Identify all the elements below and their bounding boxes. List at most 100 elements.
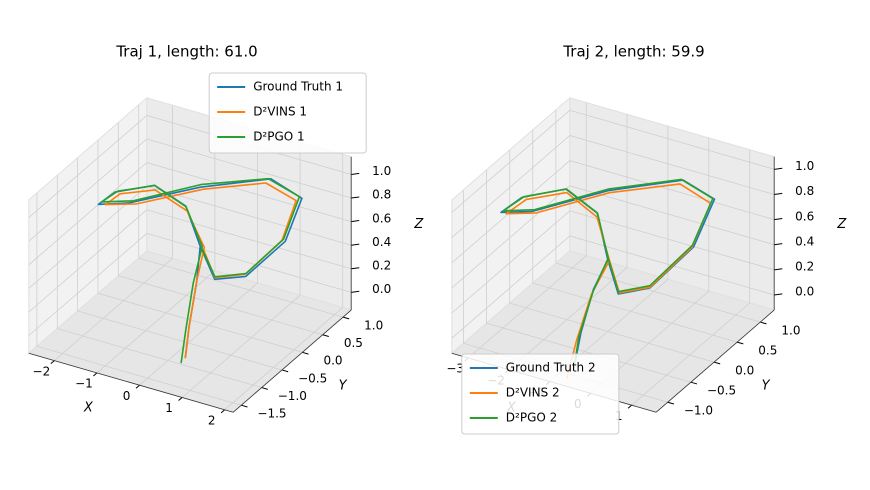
legend: Ground Truth 1 D²VINS 1 D²PGO 1 <box>208 72 367 154</box>
tick-mark <box>351 290 360 293</box>
y-tick-label: 0.0 <box>323 354 342 368</box>
x-tick-label: 1 <box>165 401 173 415</box>
axes-3d: Traj 1, length: 61.0 −2 −1 0 1 2 −1.5 −1.0 −0.5 0… <box>27 43 424 428</box>
tick-mark <box>135 384 140 389</box>
y-axis-label: Y <box>339 378 348 393</box>
tick-mark <box>302 351 309 355</box>
tick-mark <box>342 316 350 320</box>
legend-box <box>208 72 367 154</box>
y-tick-label: 0.5 <box>758 343 777 357</box>
tick-mark <box>220 409 225 414</box>
grid-line <box>549 126 669 382</box>
tick-mark <box>774 293 783 296</box>
y-tick-label: −1.5 <box>257 407 286 421</box>
y-tick-label: 1.0 <box>781 323 800 337</box>
legend-box <box>461 353 620 435</box>
grid-line <box>467 102 587 359</box>
tick-mark <box>774 218 783 221</box>
grid-line <box>451 109 775 213</box>
grid-line <box>486 169 692 383</box>
tick-mark <box>241 404 248 408</box>
x-axis-line <box>28 352 234 413</box>
tick-mark <box>774 192 783 195</box>
legend-label: D²VINS 1 <box>253 105 307 119</box>
tick-mark <box>281 369 289 373</box>
grid-line <box>508 114 628 371</box>
tick-mark <box>351 172 360 175</box>
tick-mark <box>774 268 783 271</box>
y-tick-label: 0.0 <box>735 363 754 377</box>
y-tick-label: 1.0 <box>364 318 383 332</box>
z-tick-label: 0.4 <box>372 235 391 249</box>
z-tick-label: 1.0 <box>372 164 391 178</box>
chart-title: Traj 1, length: 61.0 <box>115 43 257 61</box>
axes-3d: Traj 2, length: 59.9−3−2−101−1.0−0.50.00… <box>446 43 847 435</box>
z-tick-label: 0.4 <box>795 234 814 248</box>
tick-mark <box>627 404 632 409</box>
grid-line <box>555 109 761 323</box>
grid-line <box>224 154 344 411</box>
legend-label: Ground Truth 2 <box>506 361 596 375</box>
tick-mark <box>178 397 183 401</box>
z-tick-label: 0.2 <box>372 258 391 272</box>
grid-line <box>28 209 352 313</box>
trajectory <box>502 178 714 372</box>
x-tick-label: 0 <box>123 389 131 403</box>
trajectory <box>505 183 712 379</box>
legend-label: D²PGO 1 <box>253 130 304 144</box>
legend-label: D²PGO 2 <box>506 411 557 425</box>
grid-line <box>28 138 352 242</box>
tick-mark <box>50 360 55 365</box>
grid-line <box>532 129 738 343</box>
x-tick-label: −3 <box>446 362 464 376</box>
grid-line <box>96 117 216 374</box>
x-tick-label: −1 <box>75 377 93 391</box>
tick-mark <box>690 381 698 385</box>
trajectory <box>100 177 301 364</box>
z-tick-label: 0.2 <box>795 260 814 274</box>
y-axis-label: Y <box>762 378 771 393</box>
tick-mark <box>737 341 744 345</box>
grid-line <box>54 105 173 361</box>
z-tick-label: 1.0 <box>795 159 814 173</box>
x-tick-label: −2 <box>33 364 51 378</box>
grid-line <box>56 175 262 388</box>
y-tick-label: 0.5 <box>344 336 363 350</box>
grid-line <box>97 140 303 353</box>
z-tick-label: 0.8 <box>372 188 391 202</box>
y-tick-label: −0.5 <box>707 384 736 398</box>
grid-line <box>451 135 775 238</box>
grid-line <box>28 232 352 336</box>
tick-mark <box>351 196 360 199</box>
legend: Ground Truth 2 D²VINS 2 D²PGO 2 <box>461 353 620 435</box>
tick-mark <box>261 387 268 390</box>
grid-line <box>36 192 242 406</box>
tick-mark <box>760 321 767 325</box>
x-tick-label: 2 <box>208 414 216 428</box>
tick-mark <box>667 401 675 405</box>
chart-title: Traj 2, length: 59.9 <box>562 43 704 61</box>
z-tick-label: 0.0 <box>372 282 391 296</box>
z-tick-label: 0.6 <box>795 209 814 223</box>
grid-line <box>77 157 283 371</box>
z-tick-label: 0.0 <box>795 285 814 299</box>
grid-line <box>117 122 323 336</box>
y-tick-label: −1.0 <box>684 404 713 418</box>
tick-mark <box>93 372 98 377</box>
legend-label: D²VINS 2 <box>506 386 560 400</box>
grid-line <box>28 115 352 218</box>
y-tick-label: −0.5 <box>298 371 327 385</box>
grid-line <box>451 185 775 289</box>
grid-line <box>631 149 751 406</box>
legend-label: Ground Truth 1 <box>253 80 343 94</box>
grid-line <box>509 149 715 363</box>
grid-line <box>28 162 352 266</box>
grid-line <box>181 142 301 398</box>
grid-line <box>451 235 775 339</box>
y-axis-line <box>655 309 775 413</box>
grid-line <box>451 210 775 314</box>
z-tick-label: 0.6 <box>372 211 391 225</box>
tick-mark <box>774 243 783 246</box>
z-tick-label: 0.8 <box>795 184 814 198</box>
